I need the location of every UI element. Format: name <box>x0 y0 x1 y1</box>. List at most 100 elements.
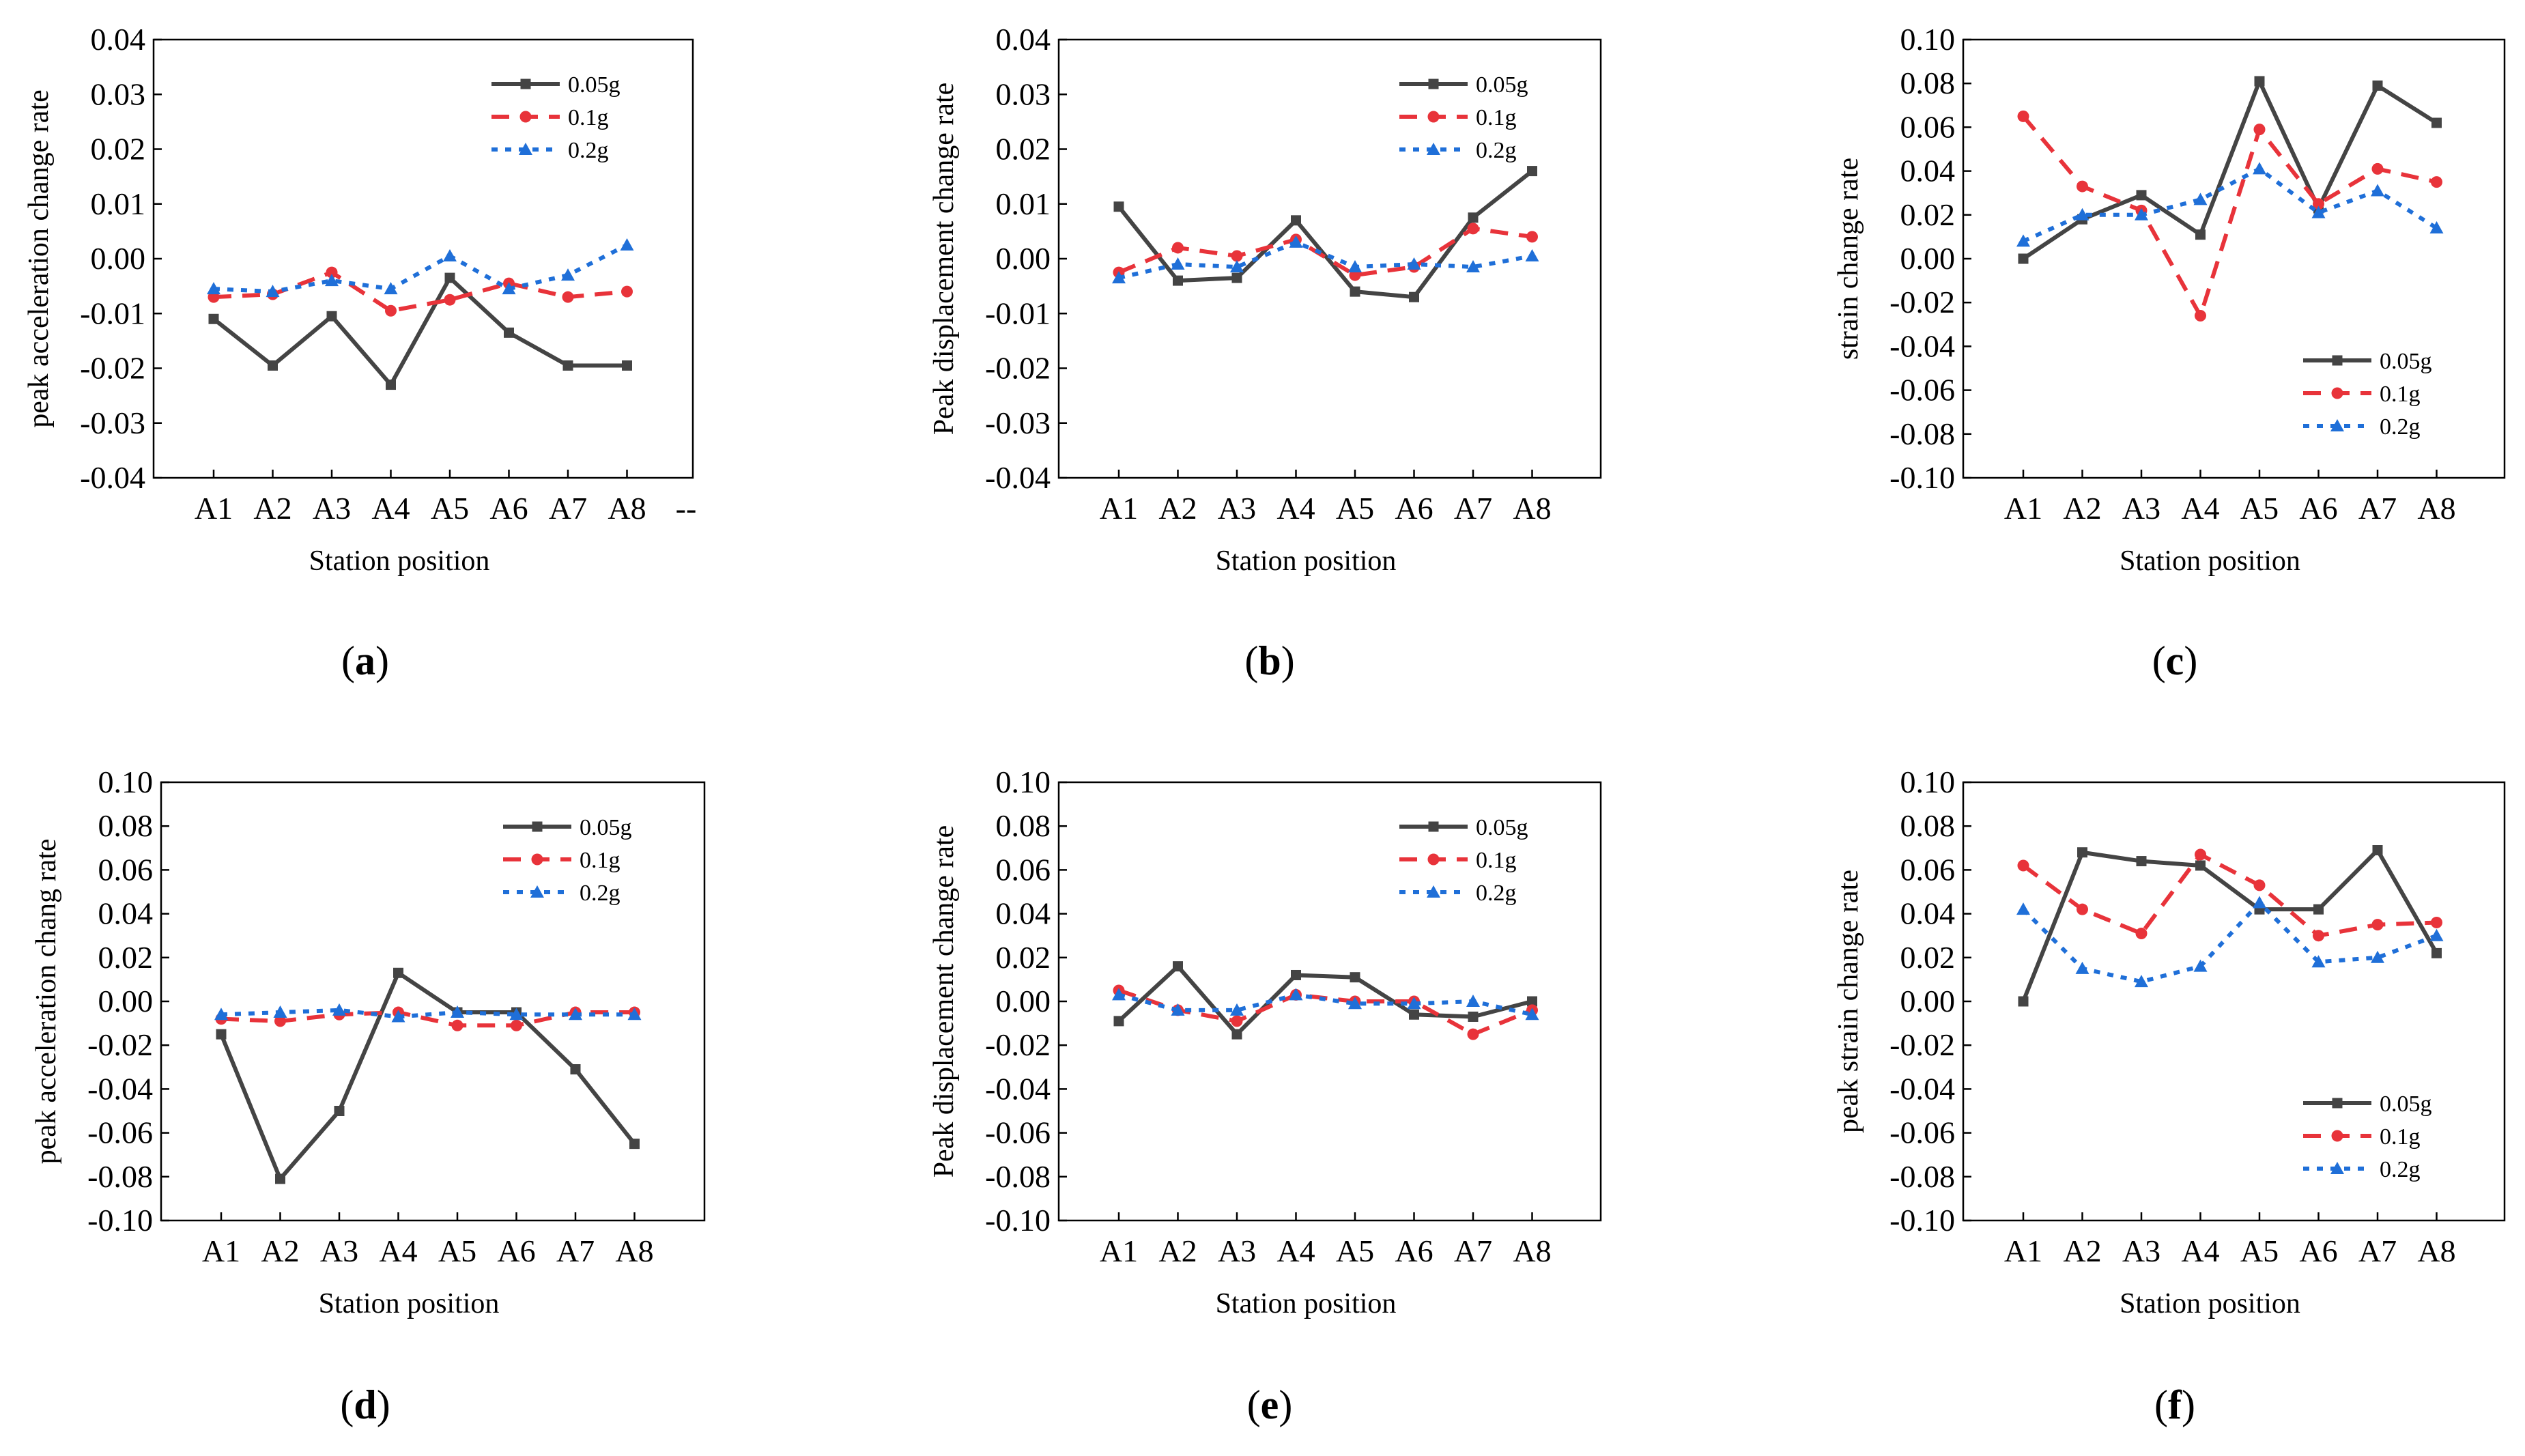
data-point <box>1230 260 1244 273</box>
data-point <box>1171 1003 1185 1016</box>
legend-marker <box>2330 419 2344 431</box>
x-tick-label: A1 <box>2004 1233 2042 1268</box>
y-tick-label: -0.08 <box>87 1159 153 1194</box>
data-point <box>332 1003 346 1016</box>
data-point <box>1468 212 1479 223</box>
panel-label-open: ( <box>1244 638 1258 683</box>
data-point <box>2017 859 2029 872</box>
y-tick-label: 0.00 <box>1900 984 1956 1018</box>
data-point <box>214 1008 228 1020</box>
data-point <box>2018 996 2029 1007</box>
data-point <box>391 1010 405 1023</box>
data-point <box>622 360 632 371</box>
y-axis-title: strain change rate <box>1833 158 1864 360</box>
legend: 0.05g 0.1g 0.2g <box>2303 1091 2432 1182</box>
y-tick-label: -0.04 <box>985 1071 1051 1106</box>
x-tick-label: A5 <box>438 1233 476 1268</box>
data-point <box>1172 242 1184 254</box>
data-point <box>266 285 280 298</box>
data-point <box>2195 309 2206 322</box>
data-point <box>1409 1009 1419 1020</box>
x-tick-label: A3 <box>2122 1233 2160 1268</box>
series-line <box>2022 78 2438 261</box>
x-tick-label: A3 <box>1218 1233 1256 1268</box>
x-tick-label: A6 <box>497 1233 535 1268</box>
chart-panel-c: -0.10 -0.08 -0.06 -0.04 -0.02 0.00 0.02 0.04 0.0… <box>1833 22 2506 683</box>
y-tick-label: -0.02 <box>1889 1027 1955 1062</box>
legend-label: 0.1g <box>1476 848 1517 873</box>
x-tick-label: A2 <box>1158 491 1197 526</box>
data-point <box>2136 856 2147 867</box>
data-point <box>444 294 456 306</box>
series-0.2g <box>1112 988 1539 1020</box>
data-point <box>443 248 457 261</box>
panel-label-close: ) <box>2182 1382 2195 1427</box>
legend: 0.05g 0.1g 0.2g <box>491 72 620 163</box>
series-0.05g <box>1113 961 1537 1040</box>
x-tick-label: A5 <box>2240 491 2279 526</box>
data-point <box>451 1005 464 1018</box>
series-0.1g <box>2017 848 2442 942</box>
legend: 0.05g 0.1g 0.2g <box>503 815 632 906</box>
y-tick-label: 0.02 <box>91 132 146 167</box>
data-point <box>385 304 397 317</box>
data-point <box>384 282 398 295</box>
y-tick-label: -0.04 <box>1889 1071 1955 1106</box>
x-tick-label: A8 <box>615 1233 653 1268</box>
data-point <box>1467 1028 1479 1040</box>
data-point <box>2075 961 2089 974</box>
x-tick-label: A5 <box>1336 1233 1374 1268</box>
legend-marker <box>2332 1098 2343 1109</box>
x-tick-label: A4 <box>371 491 410 526</box>
data-point <box>2077 180 2088 192</box>
data-point <box>1525 248 1539 261</box>
data-point <box>2193 959 2208 972</box>
y-tick-label: 0.04 <box>996 896 1051 931</box>
data-point <box>1467 223 1479 235</box>
y-tick-label: 0.03 <box>91 76 146 111</box>
y-tick-label: -0.02 <box>1889 285 1955 319</box>
data-point <box>1526 231 1538 243</box>
y-tick-label: -0.06 <box>1889 1115 1955 1150</box>
x-axis-title: Station position <box>2120 1288 2300 1319</box>
y-tick-label: 0.00 <box>996 984 1051 1018</box>
data-point <box>2016 234 2030 247</box>
series-line <box>2021 900 2438 984</box>
y-tick-label: 0.10 <box>1900 765 1956 799</box>
y-axis-title: peak acceleration chang rate <box>31 839 62 1165</box>
chart-panel-e: -0.10 -0.08 -0.06 -0.04 -0.02 0.00 0.02 0.04 0.0… <box>928 765 1602 1427</box>
data-point <box>2195 860 2206 871</box>
data-point <box>561 268 575 281</box>
y-tick-label: 0.06 <box>996 852 1051 887</box>
panel-label-open: ( <box>1247 1382 1261 1427</box>
data-point <box>2371 950 2384 963</box>
x-tick-label-extra: -- <box>676 491 697 526</box>
x-axis-title: Station position <box>1216 1288 1397 1319</box>
series-line <box>213 243 628 294</box>
y-tick-label: 0.04 <box>1900 154 1956 188</box>
data-point <box>2311 205 2326 218</box>
x-tick-label: A3 <box>1218 491 1256 526</box>
x-tick-label: A1 <box>2004 491 2042 526</box>
data-point <box>2371 919 2384 931</box>
y-tick-label: 0.02 <box>98 940 154 975</box>
y-tick-label: 0.10 <box>98 765 154 799</box>
data-point <box>1350 286 1360 297</box>
data-point <box>2372 80 2383 91</box>
data-point <box>2253 124 2266 136</box>
x-tick-label: A2 <box>253 491 291 526</box>
y-tick-label: -0.08 <box>1889 416 1955 451</box>
series-0.05g <box>1113 166 1537 302</box>
data-point <box>2135 927 2148 939</box>
legend-marker <box>530 885 544 898</box>
data-point <box>2429 221 2444 234</box>
data-point <box>1466 260 1480 273</box>
x-tick-label: A2 <box>261 1233 299 1268</box>
data-point <box>334 1106 345 1116</box>
legend-marker <box>1428 78 1439 89</box>
series-0.1g <box>2017 110 2442 322</box>
panel-label: (f) <box>2154 1382 2195 1427</box>
panel-label-letter: f <box>2168 1382 2182 1427</box>
data-point <box>208 313 219 324</box>
x-tick-label: A5 <box>431 491 469 526</box>
